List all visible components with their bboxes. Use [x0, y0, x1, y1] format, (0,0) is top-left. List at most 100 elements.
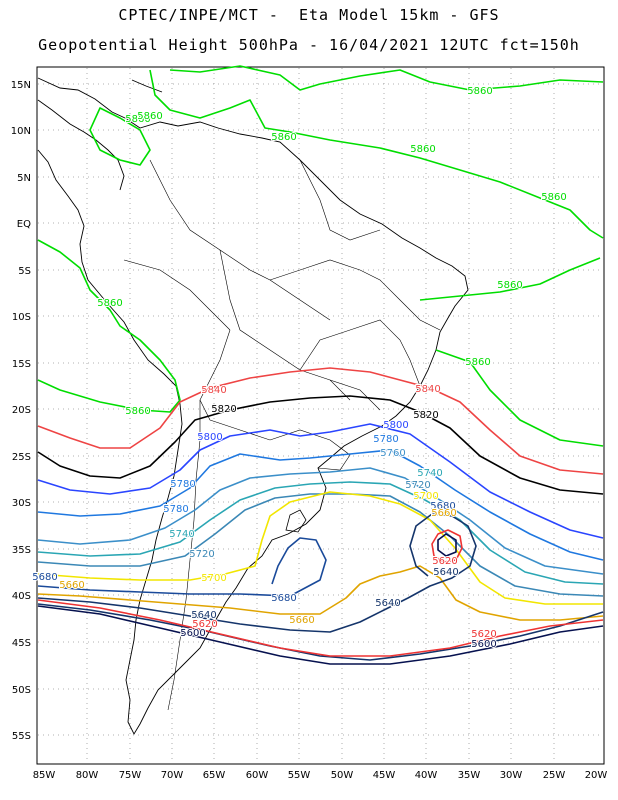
lon-tick-label: 70W	[161, 770, 184, 781]
lat-tick-label: 45S	[12, 638, 31, 649]
lat-tick-label: 15S	[12, 359, 31, 370]
lat-tick-label: 20S	[12, 405, 31, 416]
contour-label-5680: 5680	[32, 572, 57, 583]
lat-tick-label: 30S	[12, 498, 31, 509]
lat-tick-label: 10S	[12, 312, 31, 323]
contour-label-5860: 5860	[271, 132, 296, 143]
contour-label-5860: 5860	[465, 357, 490, 368]
contour-label-5620: 5620	[432, 556, 457, 567]
contour-5740	[37, 481, 604, 585]
contour-label-5600: 5600	[180, 628, 205, 639]
axis-ticks: 85W 80W 75W 70W 65W 60W 55W 50W 45W 40W 35W 30W 25W 2…	[11, 80, 608, 781]
lon-tick-label: 85W	[33, 770, 56, 781]
contour-label-5620: 5620	[192, 619, 217, 630]
lon-tick-label: 80W	[76, 770, 99, 781]
lon-tick-label: 60W	[246, 770, 269, 781]
contour-label-5660: 5660	[59, 580, 84, 591]
contour-label-5860: 5860	[137, 111, 162, 122]
contour-label-5800: 5800	[383, 420, 408, 431]
contour-5700	[37, 491, 603, 605]
contour-labels: 5860586058605860586058605860586058605860…	[31, 85, 567, 651]
contour-5860	[169, 65, 604, 91]
country-borders	[123, 159, 441, 711]
contour-label-5640: 5640	[191, 610, 216, 621]
title-line-1: CPTEC/INPE/MCT - Eta Model 15km - GFS	[118, 6, 500, 24]
contour-5640	[37, 513, 477, 633]
contour-label-5680: 5680	[271, 593, 296, 604]
contour-5780	[37, 449, 604, 561]
contour-5800	[37, 423, 604, 539]
title-line-2: Geopotential Height 500hPa - 16/04/2021 …	[38, 36, 580, 54]
contour-5640	[37, 603, 604, 661]
contour-label-5860: 5860	[467, 86, 492, 97]
lon-tick-label: 55W	[288, 770, 311, 781]
contour-label-5860: 5860	[125, 114, 150, 125]
contour-label-5660: 5660	[289, 615, 314, 626]
contour-5720	[37, 493, 604, 597]
contour-label-5700: 5700	[413, 491, 438, 502]
contour-5860	[89, 107, 151, 166]
contour-label-5640: 5640	[375, 598, 400, 609]
contour-5680	[37, 537, 327, 597]
lat-tick-label: 5N	[17, 173, 31, 184]
lon-tick-label: 25W	[543, 770, 566, 781]
contour-label-5600: 5600	[471, 639, 496, 650]
contour-label-5860: 5860	[97, 298, 122, 309]
contour-label-5860: 5860	[541, 192, 566, 203]
lat-tick-label: 5S	[18, 266, 31, 277]
contour-5840	[37, 367, 604, 475]
contour-label-5620: 5620	[471, 629, 496, 640]
contour-label-5660: 5660	[431, 508, 456, 519]
contour-label-5780: 5780	[163, 504, 188, 515]
lat-tick-label: 35S	[12, 545, 31, 556]
contour-label-5740: 5740	[417, 468, 442, 479]
lat-tick-label: 55S	[12, 731, 31, 742]
contour-5820	[37, 395, 604, 495]
coastline	[37, 77, 469, 735]
contour-label-5720: 5720	[189, 549, 214, 560]
map-frame	[36, 66, 605, 765]
lat-tick-label: 50S	[12, 685, 31, 696]
lon-tick-label: 20W	[585, 770, 608, 781]
contour-label-5860: 5860	[410, 144, 435, 155]
contour-label-5640: 5640	[433, 567, 458, 578]
lon-tick-label: 30W	[500, 770, 523, 781]
contour-5860	[37, 239, 181, 413]
lon-tick-label: 75W	[119, 770, 142, 781]
contour-5620	[37, 599, 604, 657]
lat-tick-label: 10N	[11, 126, 31, 137]
contour-label-5840: 5840	[415, 384, 440, 395]
contour-label-5740: 5740	[169, 529, 194, 540]
contour-label-5780: 5780	[373, 434, 398, 445]
contour-label-5860: 5860	[497, 280, 522, 291]
contour-label-5820: 5820	[413, 410, 438, 421]
river-plate-outline	[285, 509, 307, 533]
contour-5660	[37, 565, 604, 621]
contour-label-5720: 5720	[405, 480, 430, 491]
contour-label-5800: 5800	[197, 432, 222, 443]
contours	[37, 65, 604, 665]
contour-label-5680: 5680	[430, 501, 455, 512]
contour-5600	[37, 605, 604, 665]
contour-5620	[431, 529, 463, 563]
lon-tick-label: 35W	[458, 770, 481, 781]
contour-5860	[149, 69, 604, 239]
contour-label-5700: 5700	[201, 573, 226, 584]
lat-tick-label: EQ	[17, 219, 31, 230]
lon-tick-label: 45W	[373, 770, 396, 781]
contour-5860	[435, 349, 604, 447]
contour-label-5780: 5780	[170, 479, 195, 490]
lon-tick-label: 65W	[203, 770, 226, 781]
contour-5760	[37, 467, 604, 575]
lon-tick-label: 40W	[415, 770, 438, 781]
lon-tick-label: 50W	[331, 770, 354, 781]
contour-label-5820: 5820	[211, 404, 236, 415]
contour-5860	[419, 257, 601, 301]
contour-5600	[437, 533, 457, 557]
contour-label-5760: 5760	[380, 448, 405, 459]
contour-label-5860: 5860	[125, 406, 150, 417]
lat-tick-label: 40S	[12, 591, 31, 602]
lat-tick-label: 25S	[12, 452, 31, 463]
lat-tick-label: 15N	[11, 80, 31, 91]
